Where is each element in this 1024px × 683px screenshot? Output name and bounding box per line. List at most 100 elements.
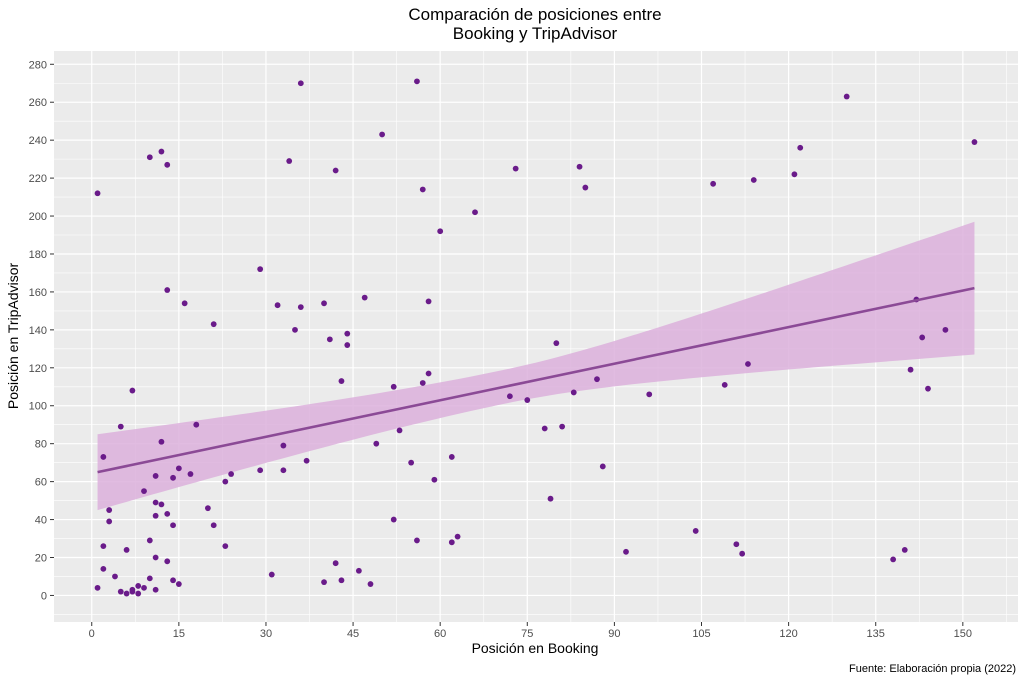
- data-point: [170, 522, 176, 529]
- x-tick-label: 45: [347, 628, 359, 640]
- y-tick-label: 240: [29, 135, 47, 147]
- data-point: [141, 488, 147, 495]
- data-point: [373, 440, 380, 447]
- data-point: [210, 321, 217, 328]
- data-point: [129, 588, 136, 595]
- y-tick-label: 20: [35, 553, 47, 565]
- data-point: [367, 581, 374, 587]
- y-tick-label: 80: [35, 439, 47, 451]
- data-point: [355, 567, 362, 574]
- trend-line-group: [97, 286, 975, 474]
- data-point: [175, 581, 182, 587]
- data-point: [158, 148, 165, 155]
- data-point: [512, 165, 519, 172]
- data-point: [274, 302, 281, 309]
- data-point: [164, 558, 171, 565]
- data-point: [547, 495, 554, 502]
- x-tick-label: 90: [608, 628, 620, 640]
- data-point: [117, 588, 124, 595]
- data-point: [321, 579, 327, 586]
- data-point: [646, 391, 653, 398]
- data-point: [100, 565, 107, 572]
- data-point: [594, 376, 600, 383]
- data-point: [425, 370, 432, 377]
- y-tick-label: 140: [29, 325, 47, 337]
- data-point: [739, 550, 746, 557]
- data-point: [750, 177, 757, 183]
- data-point: [303, 457, 310, 464]
- data-point: [553, 340, 560, 347]
- data-point: [791, 171, 798, 178]
- data-point: [745, 361, 751, 367]
- data-point: [170, 577, 176, 584]
- data-point: [454, 533, 461, 540]
- data-point: [100, 543, 107, 550]
- data-point: [576, 163, 583, 170]
- data-point: [570, 389, 577, 396]
- data-point: [222, 478, 229, 485]
- data-point: [942, 326, 949, 333]
- data-point: [506, 393, 513, 400]
- data-point: [193, 421, 200, 428]
- data-point: [907, 366, 914, 373]
- data-point: [379, 131, 386, 138]
- data-point: [338, 378, 345, 384]
- data-point: [257, 467, 264, 474]
- y-tick-label: 200: [29, 211, 47, 223]
- x-tick-label: 75: [521, 628, 533, 640]
- data-point: [175, 465, 182, 472]
- data-point: [332, 560, 339, 567]
- data-point: [100, 454, 107, 460]
- data-point: [129, 387, 136, 394]
- y-tick-label: 160: [29, 287, 47, 299]
- data-point: [414, 537, 420, 544]
- data-point: [164, 287, 171, 293]
- data-point: [146, 537, 153, 544]
- data-point: [925, 385, 931, 392]
- data-point: [135, 590, 142, 597]
- confidence-band: [97, 221, 975, 511]
- x-tick-label: 30: [260, 628, 272, 640]
- data-point: [344, 330, 351, 337]
- data-point: [181, 300, 188, 307]
- data-point: [286, 158, 293, 164]
- source-caption: Fuente: Elaboración propia (2022): [849, 663, 1016, 675]
- data-point: [326, 336, 333, 343]
- data-point: [582, 184, 589, 191]
- data-points: [94, 78, 978, 597]
- data-point: [710, 180, 717, 187]
- data-point: [135, 583, 142, 589]
- y-tick-label: 120: [29, 363, 47, 375]
- data-point: [623, 548, 629, 555]
- data-point: [733, 541, 740, 548]
- data-point: [559, 423, 566, 430]
- chart-title-line-1: Comparación de posiciones entre: [408, 5, 661, 24]
- data-point: [321, 300, 327, 307]
- data-point: [599, 463, 606, 470]
- data-point: [152, 499, 159, 506]
- data-point: [123, 547, 130, 553]
- data-point: [448, 539, 455, 546]
- x-axis-title: Posición en Booking: [472, 640, 599, 656]
- data-point: [414, 78, 420, 85]
- data-point: [332, 167, 339, 174]
- data-point: [123, 590, 130, 597]
- data-point: [297, 80, 304, 87]
- x-tick-label: 150: [954, 628, 972, 640]
- data-point: [257, 266, 264, 273]
- data-point: [94, 190, 101, 197]
- data-point: [280, 442, 287, 449]
- y-tick-label: 260: [29, 97, 47, 109]
- chart-title-line-2: Booking y TripAdvisor: [453, 24, 618, 43]
- data-point: [106, 507, 113, 513]
- data-point: [164, 510, 171, 517]
- data-point: [146, 154, 153, 161]
- data-point: [472, 209, 478, 216]
- trend-line: [97, 286, 975, 474]
- y-tick-label: 60: [35, 477, 47, 489]
- data-point: [425, 298, 432, 305]
- y-axis-ticks: 0 20 40 60 80 100 120 140 160 180 200 220 240 260 280: [29, 59, 54, 602]
- y-tick-label: 180: [29, 249, 47, 261]
- data-point: [146, 575, 153, 582]
- x-tick-label: 15: [173, 628, 185, 640]
